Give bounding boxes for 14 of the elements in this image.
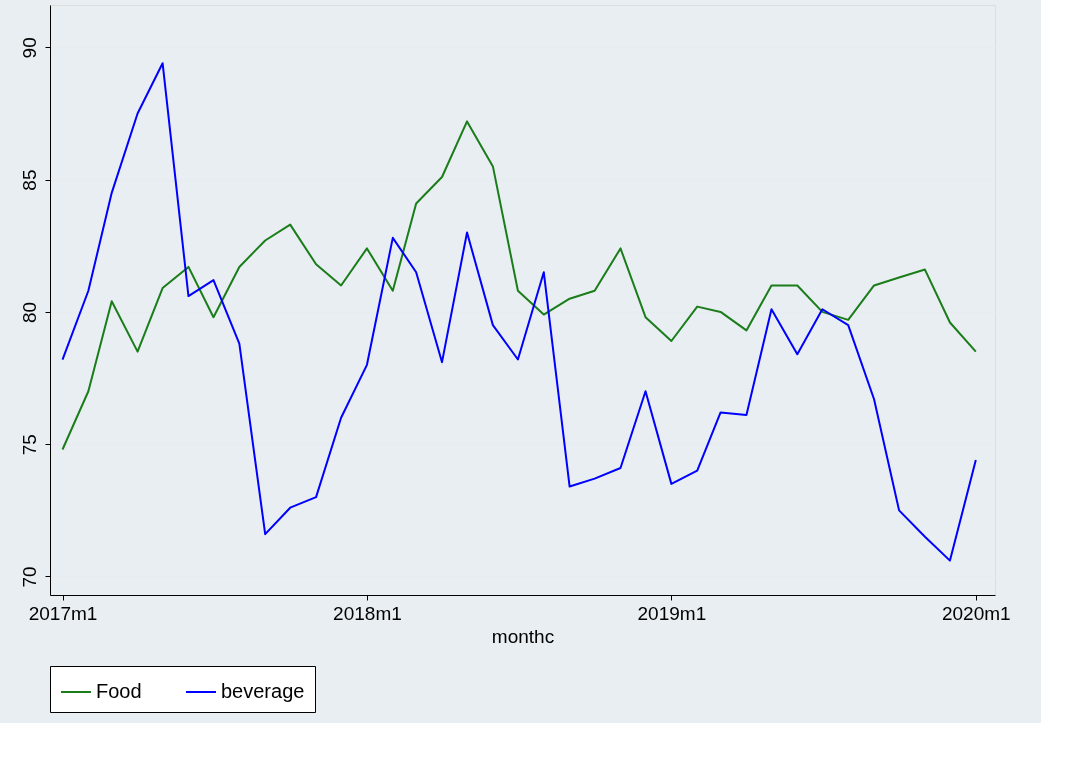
- y-tick-label: 85: [18, 169, 40, 191]
- line-series: [61, 62, 977, 562]
- x-tick-label: 2018m1: [333, 602, 402, 624]
- y-tick-label: 70: [18, 566, 40, 588]
- y-tick-label: 80: [18, 301, 40, 323]
- legend-label: beverage: [221, 680, 305, 702]
- line-series: [61, 120, 977, 451]
- x-tick-label: 2019m1: [637, 602, 707, 624]
- x-axis-title: monthc: [491, 625, 555, 647]
- x-tick-label: 2017m1: [28, 602, 98, 624]
- x-tick-label: 2020m1: [941, 602, 1011, 624]
- legend-label: Food: [96, 680, 142, 702]
- y-tick-label: 90: [18, 37, 40, 59]
- y-tick-label: 75: [18, 434, 40, 456]
